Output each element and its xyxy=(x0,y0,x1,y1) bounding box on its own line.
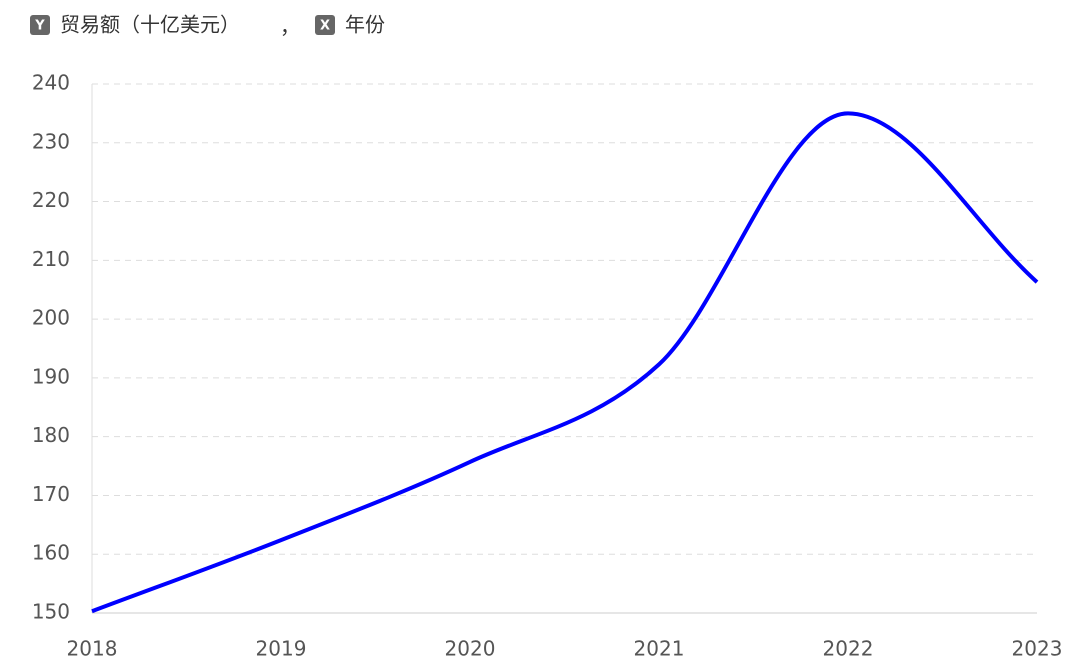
legend-badge xyxy=(30,15,50,35)
y-tick-label: 160 xyxy=(32,541,70,565)
line xyxy=(91,111,1039,614)
y-tick-label: 200 xyxy=(32,306,70,330)
legend-badge-text: X xyxy=(320,19,330,34)
y-axis-label: 贸易额（十亿美元） xyxy=(60,13,240,37)
y-tick-label: 180 xyxy=(32,423,70,447)
x-tick-label: 2021 xyxy=(634,637,685,661)
y-tick-label: 240 xyxy=(32,71,70,95)
y-tick-label: 170 xyxy=(32,482,70,506)
x-axis-label: 年份 xyxy=(345,13,385,37)
legend-badge-text: Y xyxy=(34,19,45,34)
legend-separator: ， xyxy=(280,15,300,39)
x-tick-label: 2019 xyxy=(256,637,307,661)
x-tick-label: 2022 xyxy=(823,637,874,661)
y-tick-label: 190 xyxy=(32,364,70,388)
x-tick-label: 2018 xyxy=(67,637,118,661)
y-tick-label: 230 xyxy=(32,129,70,153)
y-tick-label: 220 xyxy=(32,188,70,212)
y-tick-label: 150 xyxy=(32,600,70,624)
x-tick-label: 2023 xyxy=(1012,637,1063,661)
y-tick-label: 210 xyxy=(32,247,70,271)
legend-badge xyxy=(315,15,335,35)
x-tick-label: 2020 xyxy=(445,637,496,661)
